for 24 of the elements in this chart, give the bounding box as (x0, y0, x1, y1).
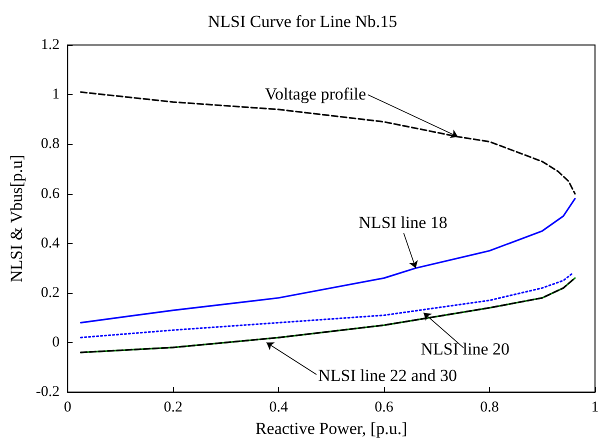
chart-title: NLSI Curve for Line Nb.15 (208, 12, 398, 31)
x-tick-label: 0.4 (269, 400, 288, 416)
line-series (80, 277, 576, 354)
y-tick-label: 1 (52, 86, 60, 103)
annotation: NLSI line 18 (358, 213, 448, 232)
x-axis-title: Reactive Power, [p.u.] (255, 419, 408, 438)
y-axis-title: NLSI & Vbus[p.u] (7, 154, 26, 282)
annotation: NLSI line 22 and 30 (318, 366, 457, 386)
x-tick-label: 0.8 (480, 400, 499, 416)
line-series (80, 272, 574, 338)
line-series (80, 198, 576, 324)
x-tick-label: 0.6 (374, 400, 394, 416)
y-tick-label: 0.6 (40, 186, 60, 202)
y-tick-label: 0.2 (40, 284, 60, 301)
y-tick-label: 1.2 (40, 37, 60, 53)
annotation: NLSI line 20 (420, 340, 510, 359)
y-tick-label: 0 (52, 334, 60, 351)
y-tick-label: 0.4 (40, 235, 60, 252)
y-tick-label: 0.8 (40, 136, 60, 152)
annotation: Voltage profile (264, 84, 366, 104)
y-tick-label: -0.2 (36, 384, 60, 400)
x-tick-label: 0.2 (164, 400, 182, 416)
x-tick-label: 1 (591, 400, 599, 416)
x-tick-label: 0 (64, 400, 72, 416)
